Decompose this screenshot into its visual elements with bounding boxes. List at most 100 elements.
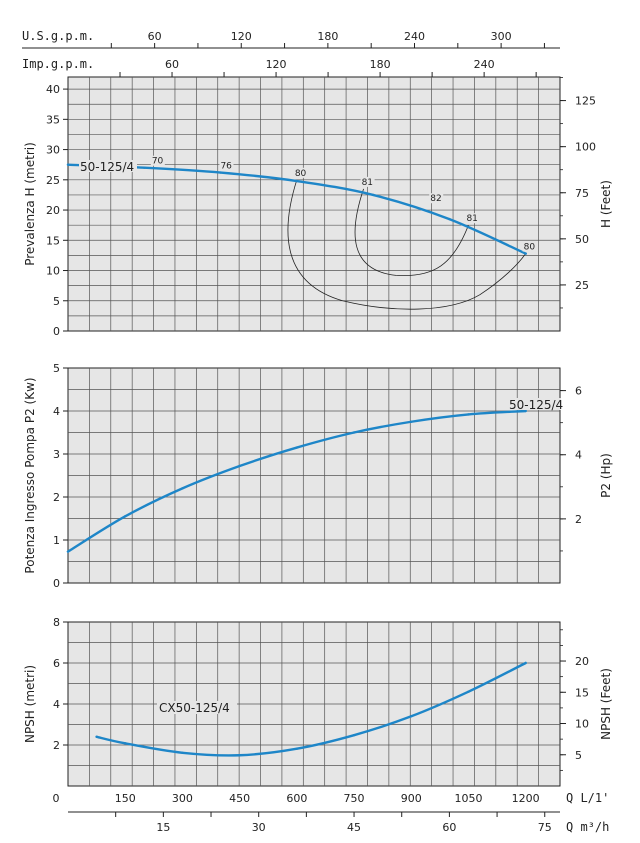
impgpm-tick-label: 240	[474, 58, 495, 71]
head-data-point	[295, 179, 299, 183]
head-left-tick-label: 30	[46, 144, 60, 157]
head-left-tick-label: 40	[46, 83, 60, 96]
npsh-data-point	[467, 690, 470, 693]
head-right-tick-label: 25	[575, 279, 589, 292]
npsh-right-tick-label: 15	[575, 686, 589, 699]
usgpm-tick-label: 60	[148, 30, 162, 43]
npsh-series-label: CX50-125/4	[159, 701, 230, 715]
usgpm-tick-label: 120	[231, 30, 252, 43]
efficiency-label: 70	[152, 157, 164, 167]
power-ylabel: Potenza Ingresso Pompa P2 (Kw)	[23, 377, 37, 573]
npsh-right-tick-label: 20	[575, 655, 589, 668]
head-left-tick-label: 5	[53, 295, 60, 308]
power-left-tick-label: 2	[53, 491, 60, 504]
power-data-point	[524, 409, 527, 413]
npsh-data-point	[524, 661, 527, 665]
q-tick-label: 450	[229, 792, 250, 805]
power-series-label-bg	[507, 398, 561, 410]
efficiency-label-bg	[219, 160, 234, 171]
head-data-point	[219, 171, 222, 174]
head-ylabel-right: H (Feet)	[599, 180, 613, 228]
power-data-point	[124, 515, 127, 518]
q-tick-label: 0	[53, 792, 60, 805]
impgpm-tick-label: 120	[266, 58, 287, 71]
efficiency-label-bg	[429, 193, 444, 204]
q-tick-label: 150	[115, 792, 136, 805]
q-tick-label: 300	[172, 792, 193, 805]
impgpm-tick-label: 180	[370, 58, 391, 71]
usgpm-tick-label: 300	[491, 30, 512, 43]
efficiency-label: 80	[295, 169, 307, 179]
power-data-point	[467, 413, 470, 416]
q-tick-label: 600	[286, 792, 307, 805]
npsh-data-point	[410, 715, 413, 718]
q-axis-title: Q L/1'	[566, 791, 609, 805]
impgpm-tick-label: 60	[165, 58, 179, 71]
impgpm-axis-title: Imp.g.p.m.	[22, 57, 94, 71]
head-data-point	[371, 193, 375, 197]
npsh-left-tick-label: 8	[53, 616, 60, 629]
npsh-series-label-bg	[157, 701, 237, 714]
power-left-tick-label: 0	[53, 577, 60, 590]
power-series-label: 50-125/4	[509, 398, 563, 412]
head-right-tick-label: 125	[575, 95, 596, 108]
npsh-data-point	[352, 733, 356, 737]
power-data-point	[410, 420, 413, 423]
efficiency-label-bg	[465, 213, 480, 224]
npsh-right-tick-label: 10	[575, 718, 589, 731]
efficiency-label: 81	[362, 178, 373, 188]
head-data-point	[448, 217, 451, 221]
head-data-point	[143, 166, 146, 169]
head-data-point	[524, 252, 527, 255]
efficiency-label: 81	[466, 214, 477, 224]
m3h-tick-label: 45	[347, 821, 361, 834]
efficiency-label-bg	[522, 241, 537, 252]
efficiency-label: 80	[524, 243, 536, 253]
head-left-tick-label: 0	[53, 325, 60, 338]
efficiency-label: 82	[430, 194, 441, 204]
head-series-label: 50-125/4	[80, 160, 134, 174]
iso-efficiency-80	[287, 179, 527, 310]
head-left-tick-label: 15	[46, 234, 60, 247]
npsh-left-tick-label: 2	[53, 739, 60, 752]
usgpm-tick-label: 240	[404, 30, 425, 43]
npsh-right-tick-label: 5	[575, 749, 582, 762]
npsh-ylabel-right: NPSH (Feet)	[599, 668, 613, 740]
m3h-axis-title: Q m³/h	[566, 820, 609, 834]
power-data-point	[238, 464, 241, 468]
head-right-tick-label: 50	[575, 233, 589, 246]
npsh-left-tick-label: 6	[53, 657, 60, 670]
npsh-data-point	[124, 742, 127, 745]
head-ylabel: Prevalenza H (metri)	[23, 142, 37, 266]
power-left-tick-label: 4	[53, 405, 60, 418]
power-data-point	[352, 431, 356, 434]
npsh-ylabel: NPSH (metri)	[23, 665, 37, 743]
power-left-tick-label: 5	[53, 362, 60, 375]
head-plot-area	[67, 76, 561, 332]
power-ylabel-right: P2 (Hp)	[599, 453, 613, 498]
m3h-tick-label: 15	[156, 821, 170, 834]
npsh-data-point	[95, 735, 98, 738]
q-tick-label: 750	[344, 792, 365, 805]
head-series-label-bg	[79, 160, 137, 172]
usgpm-tick-label: 180	[317, 30, 338, 43]
power-right-tick-label: 4	[575, 449, 582, 462]
head-left-tick-label: 25	[46, 174, 60, 187]
q-tick-label: 1200	[512, 792, 540, 805]
power-left-tick-label: 1	[53, 534, 60, 547]
power-data-point	[66, 550, 70, 553]
head-left-tick-label: 10	[46, 265, 60, 278]
npsh-left-tick-label: 4	[53, 698, 60, 711]
q-tick-label: 1050	[454, 792, 482, 805]
efficiency-label: 76	[220, 162, 232, 172]
m3h-tick-label: 60	[442, 821, 456, 834]
power-right-tick-label: 6	[575, 385, 582, 398]
head-data-point	[66, 163, 70, 166]
npsh-data-point	[295, 747, 299, 750]
power-left-tick-label: 3	[53, 448, 60, 461]
head-left-tick-label: 35	[46, 113, 60, 126]
head-right-tick-label: 75	[575, 187, 589, 200]
q-tick-label: 900	[401, 792, 422, 805]
npsh-data-point	[181, 751, 184, 754]
